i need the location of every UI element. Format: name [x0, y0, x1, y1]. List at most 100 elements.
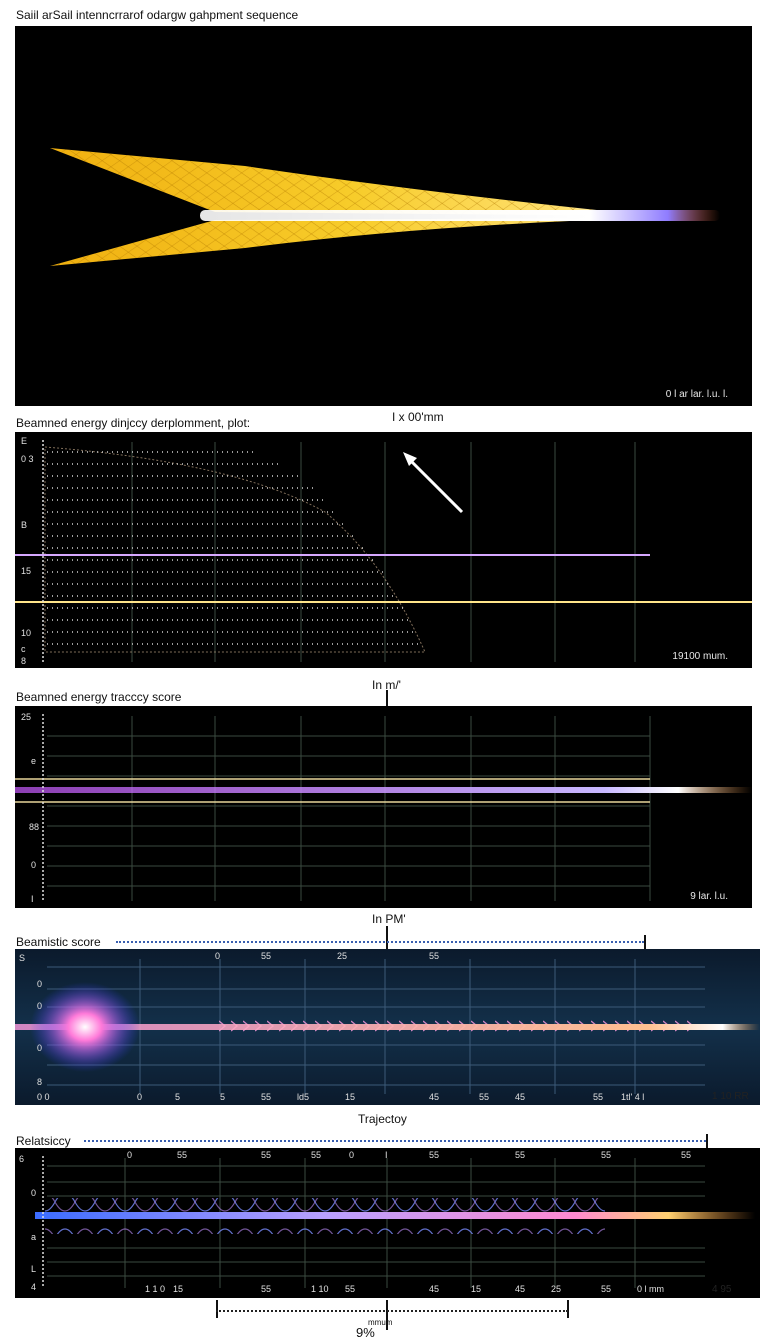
panel3-title: Beamned energy tracccy score: [16, 690, 182, 704]
ballistic-beam: [15, 1024, 760, 1030]
relativity-panel: 0 55 55 55 0 I 55 55 55 55 6 0 a L 4 1 1…: [15, 1148, 760, 1298]
panel3-scale-label: 9 lar. l.u.: [690, 891, 728, 902]
panel1-scale-label: 0 l ar lar. l.u. l.: [665, 389, 728, 400]
p5-btick-1: 15: [173, 1284, 184, 1294]
panel3-header-marker: In m/': [372, 678, 401, 692]
ballistic-grid: [47, 959, 705, 1094]
deployment-plot-panel: E 0 3 B 15 10 c 8 19100 mum.: [15, 432, 752, 668]
panel5-rule-end: [706, 1134, 708, 1148]
p5-ytick-0: 6: [19, 1154, 25, 1164]
deployment-plot-svg: [15, 440, 752, 662]
trajectory-score-panel: 25 e 88 0 I 9 lar. l.u.: [15, 706, 752, 908]
p4-ytick-1: 0: [37, 979, 43, 989]
p5-btick-2: 55: [261, 1284, 272, 1294]
p4-btick-1: 0: [137, 1092, 143, 1102]
ballistic-score-panel: 0 55 25 55 S 0 0 0 8 0 0 0 5 5 55 ld5 15…: [15, 949, 760, 1105]
p2-ytick-3: 15: [21, 566, 32, 576]
sail-center-beam: [200, 210, 720, 221]
p2-ytick-0: E: [21, 436, 28, 446]
p2-ytick-5: c: [21, 644, 26, 654]
p5-toptick-5: I: [385, 1150, 388, 1160]
p2-ytick-2: B: [21, 520, 28, 530]
p4-ytick-2: 0: [37, 1001, 43, 1011]
panel2-header-marker: I x 00'mm: [392, 410, 444, 424]
p2-ytick-6: 8: [21, 656, 27, 666]
p3-ytick-3: 0: [31, 860, 37, 870]
relativity-beam: [35, 1212, 755, 1219]
p5-toptick-4: 0: [349, 1150, 355, 1160]
footer-range-rule: [216, 1310, 568, 1312]
panel4-header-marker: In PM': [372, 912, 406, 926]
p4-btick-7: 45: [429, 1092, 440, 1102]
trajectory-score-svg: [15, 714, 752, 901]
p5-toptick-9: 55: [681, 1150, 692, 1160]
p5-btick-8: 25: [551, 1284, 562, 1294]
panel5-title: Relatsiccy: [16, 1134, 71, 1148]
p5-ytick-4: 4: [31, 1282, 37, 1292]
sail-render-svg: [50, 148, 720, 266]
p5-ytick-1: 0: [31, 1188, 37, 1198]
p4-ytick-3: 0: [37, 1043, 43, 1053]
p3-ytick-1: e: [31, 756, 37, 766]
panel4-title-rule: [116, 941, 644, 943]
p4-toptick-2: 25: [337, 951, 348, 961]
deployment-arrow-head: [403, 452, 417, 466]
footer-left-tick: [216, 1300, 218, 1318]
deployment-dot-field: [44, 446, 426, 653]
p4-toptick-0: 0: [215, 951, 221, 961]
p4-ytick-0: S: [19, 953, 26, 963]
p5-btick-9: 55: [601, 1284, 612, 1294]
p5-toptick-2: 55: [261, 1150, 272, 1160]
p5-ytick-3: L: [31, 1264, 37, 1274]
p3-ytick-4: I: [31, 894, 34, 904]
panel4-scale-label: 1 10 RR: [712, 1091, 749, 1102]
p4-ytick-4: 8: [37, 1077, 43, 1087]
deployment-grid: [131, 442, 636, 662]
p5-toptick-6: 55: [429, 1150, 440, 1160]
footer-right-tick: [567, 1300, 569, 1318]
p4-toptick-3: 55: [429, 951, 440, 961]
p2-ytick-1: 0 3: [21, 454, 34, 464]
p5-btick-5: 45: [429, 1284, 440, 1294]
panel1-title: Saiil arSail intenncrrarof odargw gahpme…: [16, 8, 299, 22]
sail-render-panel: 0 l ar lar. l.u. l.: [15, 26, 752, 406]
p4-btick-4: 55: [261, 1092, 272, 1102]
panel2-scale-label: 19100 mum.: [672, 651, 728, 662]
ballistic-flare: [30, 982, 140, 1072]
p5-toptick-3: 55: [311, 1150, 322, 1160]
footer-value: 9%: [356, 1325, 375, 1340]
p4-btick-11: 1tl' 4 l: [621, 1092, 645, 1102]
relativity-svg: [35, 1156, 755, 1288]
p4-btick-9: 45: [515, 1092, 526, 1102]
footer-small-label: mmum: [368, 1318, 393, 1327]
panel2-title: Beamned energy dinjccy derplomment, plot…: [16, 416, 251, 430]
panel5-scale-label: 4 95: [712, 1284, 732, 1295]
p5-btick-6: 15: [471, 1284, 482, 1294]
p5-toptick-0: 0: [127, 1150, 133, 1160]
p4-btick-3: 5: [220, 1092, 226, 1102]
trajectory-beam: [15, 787, 752, 793]
p4-btick-8: 55: [479, 1092, 490, 1102]
panel3-marker-line: [386, 690, 388, 706]
panel4-rule-end: [644, 935, 646, 949]
p4-btick-2: 5: [175, 1092, 181, 1102]
p4-toptick-1: 55: [261, 951, 272, 961]
panel5-title-rule: [84, 1140, 706, 1142]
p4-btick-5: ld5: [297, 1092, 310, 1102]
p2-ytick-4: 10: [21, 628, 32, 638]
p5-ytick-2: a: [31, 1232, 37, 1242]
p4-btick-0: 0 0: [37, 1092, 50, 1102]
p5-toptick-8: 55: [601, 1150, 612, 1160]
p5-toptick-7: 55: [515, 1150, 526, 1160]
panel4-marker-line: [386, 926, 388, 950]
trajectory-grid: [47, 716, 651, 901]
p5-toptick-1: 55: [177, 1150, 188, 1160]
footer-center-tick: [386, 1300, 388, 1330]
p5-btick-0: 1 1 0: [145, 1284, 166, 1294]
p5-btick-3: 1 10: [311, 1284, 329, 1294]
deployment-dot-rows: [47, 451, 420, 645]
panel4-title: Beamistic score: [16, 935, 101, 949]
p5-btick-4: 55: [345, 1284, 356, 1294]
p5-btick-7: 45: [515, 1284, 526, 1294]
p4-btick-10: 55: [593, 1092, 604, 1102]
